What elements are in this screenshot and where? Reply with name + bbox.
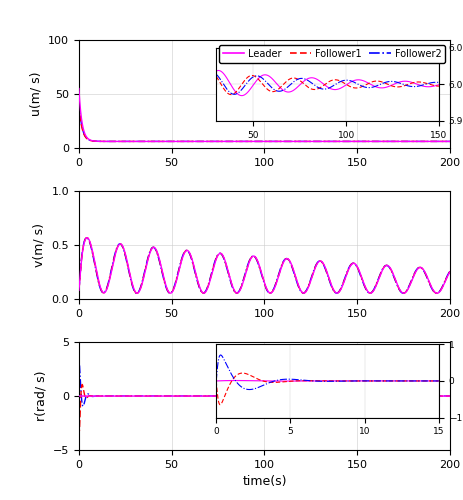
X-axis label: time(s): time(s) xyxy=(242,476,286,488)
Y-axis label: v(m/ s): v(m/ s) xyxy=(33,223,46,267)
Legend: Leader, Follower1, Follower2: Leader, Follower1, Follower2 xyxy=(219,45,444,62)
Y-axis label: r(rad/ s): r(rad/ s) xyxy=(34,371,47,422)
Y-axis label: u(m/ s): u(m/ s) xyxy=(30,72,43,116)
